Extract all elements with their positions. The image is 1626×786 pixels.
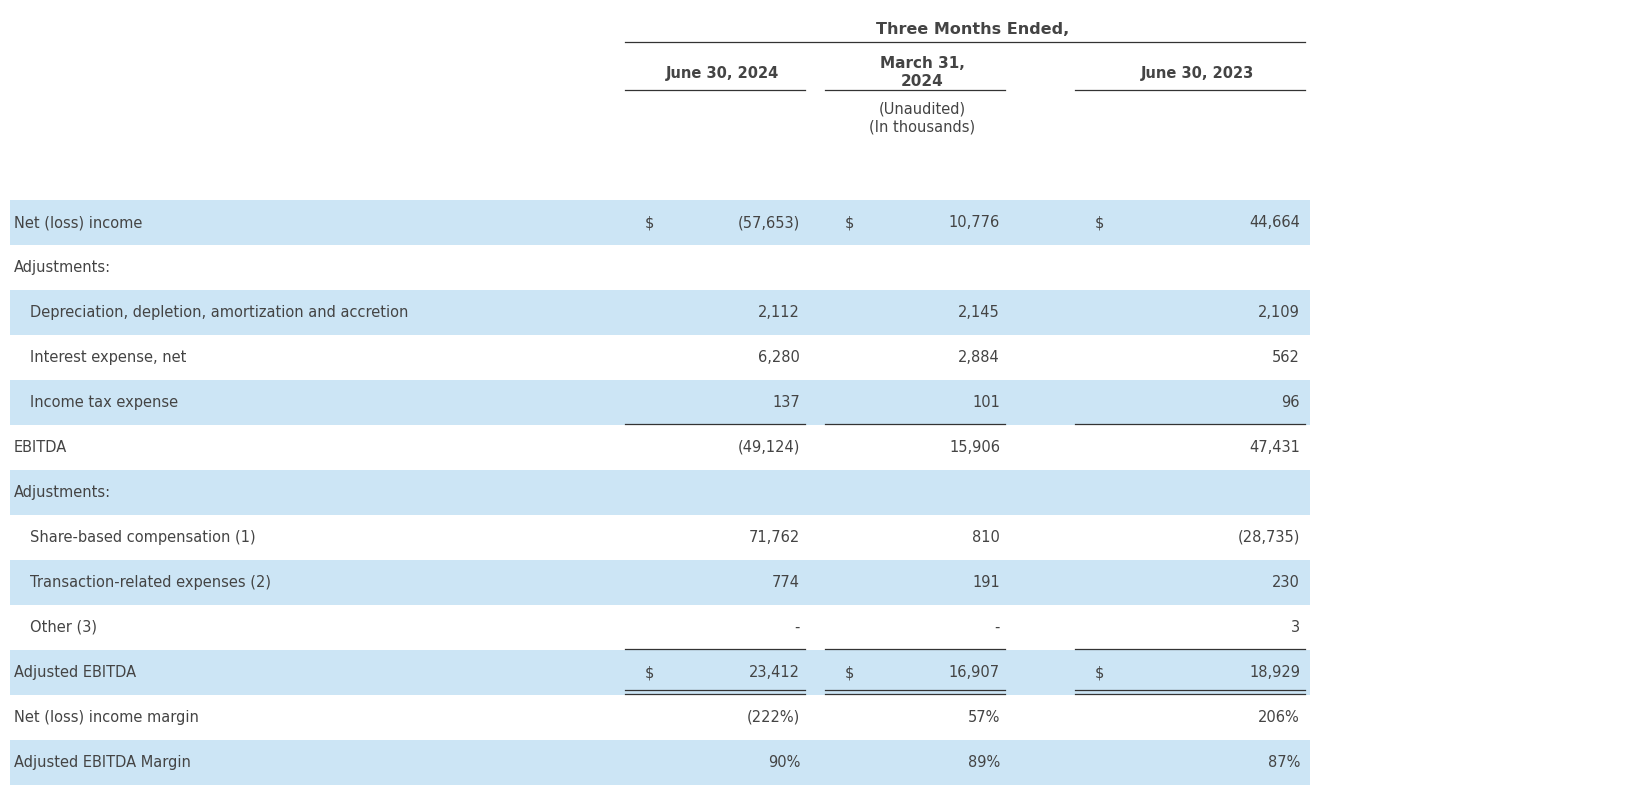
Text: Net (loss) income: Net (loss) income <box>15 215 143 230</box>
Text: 57%: 57% <box>967 710 1000 725</box>
Text: 2,145: 2,145 <box>958 305 1000 320</box>
Text: $: $ <box>1094 215 1104 230</box>
Text: Net (loss) income margin: Net (loss) income margin <box>15 710 198 725</box>
Text: Adjusted EBITDA: Adjusted EBITDA <box>15 665 137 680</box>
Text: 47,431: 47,431 <box>1249 440 1301 455</box>
Text: $: $ <box>1094 665 1104 680</box>
Text: Depreciation, depletion, amortization and accretion: Depreciation, depletion, amortization an… <box>29 305 408 320</box>
Text: 23,412: 23,412 <box>750 665 800 680</box>
Text: 230: 230 <box>1272 575 1301 590</box>
Text: (28,735): (28,735) <box>1237 530 1301 545</box>
Text: 191: 191 <box>972 575 1000 590</box>
Bar <box>10 515 1311 560</box>
Bar <box>10 560 1311 605</box>
Text: 101: 101 <box>972 395 1000 410</box>
Text: Interest expense, net: Interest expense, net <box>29 350 187 365</box>
Text: 90%: 90% <box>767 755 800 770</box>
Text: Adjustments:: Adjustments: <box>15 260 111 275</box>
Bar <box>10 650 1311 695</box>
Text: 71,762: 71,762 <box>748 530 800 545</box>
Text: 2024: 2024 <box>901 74 943 89</box>
Text: 206%: 206% <box>1259 710 1301 725</box>
Text: (49,124): (49,124) <box>738 440 800 455</box>
Text: EBITDA: EBITDA <box>15 440 67 455</box>
Text: $: $ <box>646 665 654 680</box>
Text: 87%: 87% <box>1268 755 1301 770</box>
Text: $: $ <box>846 665 854 680</box>
Text: Adjustments:: Adjustments: <box>15 485 111 500</box>
Bar <box>10 245 1311 290</box>
Bar <box>10 380 1311 425</box>
Text: Other (3): Other (3) <box>29 620 98 635</box>
Text: Transaction-related expenses (2): Transaction-related expenses (2) <box>29 575 272 590</box>
Text: 3: 3 <box>1291 620 1301 635</box>
Text: 137: 137 <box>772 395 800 410</box>
Text: 2,112: 2,112 <box>758 305 800 320</box>
Text: Income tax expense: Income tax expense <box>29 395 179 410</box>
Text: -: - <box>795 620 800 635</box>
Text: Adjusted EBITDA Margin: Adjusted EBITDA Margin <box>15 755 190 770</box>
Text: 10,776: 10,776 <box>948 215 1000 230</box>
Text: -: - <box>995 620 1000 635</box>
Text: 96: 96 <box>1281 395 1301 410</box>
Text: 18,929: 18,929 <box>1249 665 1301 680</box>
Text: March 31,: March 31, <box>880 56 964 71</box>
Bar <box>10 335 1311 380</box>
Text: 15,906: 15,906 <box>950 440 1000 455</box>
Text: Share-based compensation (1): Share-based compensation (1) <box>29 530 255 545</box>
Text: (In thousands): (In thousands) <box>870 120 976 135</box>
Text: June 30, 2024: June 30, 2024 <box>667 66 779 81</box>
Bar <box>10 605 1311 650</box>
Text: 44,664: 44,664 <box>1249 215 1301 230</box>
Text: 16,907: 16,907 <box>950 665 1000 680</box>
Text: June 30, 2023: June 30, 2023 <box>1141 66 1254 81</box>
Text: 89%: 89% <box>967 755 1000 770</box>
Bar <box>10 695 1311 740</box>
Text: $: $ <box>646 215 654 230</box>
Bar <box>10 740 1311 785</box>
Text: (57,653): (57,653) <box>738 215 800 230</box>
Bar <box>10 470 1311 515</box>
Text: (Unaudited): (Unaudited) <box>880 102 966 117</box>
Bar <box>10 425 1311 470</box>
Text: 2,884: 2,884 <box>958 350 1000 365</box>
Text: Three Months Ended,: Three Months Ended, <box>876 22 1070 37</box>
Text: (222%): (222%) <box>746 710 800 725</box>
Text: $: $ <box>846 215 854 230</box>
Bar <box>10 290 1311 335</box>
Text: 774: 774 <box>772 575 800 590</box>
Text: 562: 562 <box>1272 350 1301 365</box>
Text: 810: 810 <box>972 530 1000 545</box>
Text: 6,280: 6,280 <box>758 350 800 365</box>
Text: 2,109: 2,109 <box>1259 305 1301 320</box>
Bar <box>10 200 1311 245</box>
